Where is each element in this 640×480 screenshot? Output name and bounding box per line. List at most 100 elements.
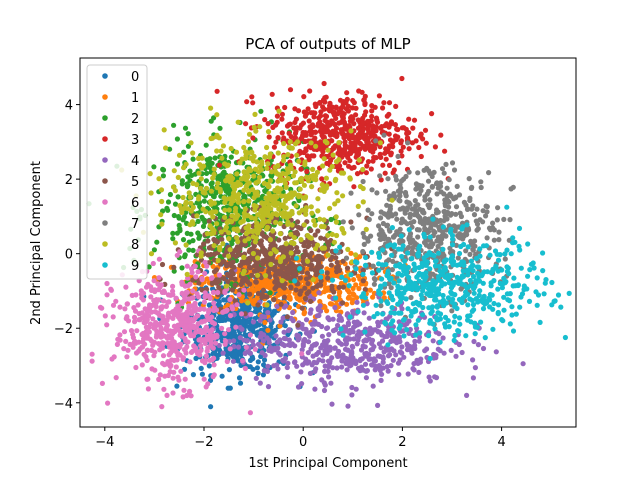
data-point	[159, 343, 165, 349]
data-point	[407, 233, 413, 239]
data-point	[369, 108, 375, 114]
data-point	[265, 121, 271, 127]
data-point	[474, 206, 480, 212]
data-point	[504, 247, 510, 253]
data-point	[198, 176, 204, 182]
data-point	[337, 97, 344, 103]
data-point	[275, 163, 281, 169]
data-point	[324, 270, 330, 276]
data-point	[369, 147, 375, 153]
data-point	[396, 160, 402, 166]
data-point	[540, 250, 546, 256]
data-point	[89, 358, 95, 364]
data-point	[184, 392, 190, 399]
data-point	[306, 118, 312, 124]
data-point	[170, 390, 176, 396]
data-point	[124, 301, 130, 307]
data-point	[241, 194, 247, 200]
data-point	[372, 104, 378, 110]
data-point	[275, 171, 281, 177]
data-point	[228, 201, 234, 207]
data-point	[261, 247, 267, 253]
data-point	[178, 368, 184, 374]
data-point	[184, 271, 190, 277]
data-point	[239, 176, 245, 182]
data-point	[333, 219, 339, 225]
data-point	[401, 333, 407, 339]
data-point	[255, 178, 261, 185]
data-point	[406, 330, 412, 336]
data-point	[207, 377, 214, 383]
data-point	[413, 186, 419, 192]
data-point	[234, 248, 240, 254]
data-point	[282, 104, 288, 111]
data-point	[356, 212, 362, 218]
data-point	[214, 148, 220, 154]
data-point	[241, 210, 247, 216]
data-point	[453, 353, 459, 359]
data-point	[470, 375, 476, 381]
data-point	[304, 270, 311, 276]
series-6-points	[89, 248, 305, 416]
data-point	[287, 139, 293, 145]
data-point	[379, 124, 385, 130]
data-point	[248, 155, 254, 161]
data-point	[308, 140, 314, 146]
data-point	[469, 297, 475, 303]
data-point	[396, 197, 402, 203]
data-point	[236, 292, 242, 298]
data-point	[211, 194, 217, 200]
data-point	[229, 350, 235, 356]
data-point	[360, 127, 366, 133]
data-point	[205, 345, 211, 351]
data-point	[377, 140, 383, 146]
data-point	[406, 200, 412, 206]
data-point	[322, 129, 328, 135]
data-point	[209, 280, 215, 286]
data-point	[301, 222, 307, 228]
data-point	[179, 280, 185, 286]
data-point	[323, 94, 329, 100]
data-point	[249, 149, 255, 156]
data-point	[267, 317, 273, 323]
data-point	[327, 205, 333, 211]
data-point	[249, 272, 255, 278]
data-point	[414, 227, 420, 233]
data-point	[185, 182, 191, 188]
data-point	[351, 184, 357, 190]
data-point	[160, 173, 166, 179]
data-point	[306, 331, 312, 337]
data-point	[277, 220, 283, 227]
data-point	[333, 295, 339, 301]
data-point	[378, 377, 384, 383]
data-point	[209, 275, 215, 281]
data-point	[203, 353, 209, 359]
data-point	[160, 360, 166, 366]
data-point	[330, 128, 336, 134]
data-point	[246, 264, 253, 270]
data-point	[287, 350, 293, 356]
series-3-points	[214, 75, 451, 199]
data-point	[229, 287, 236, 293]
data-point	[444, 211, 451, 217]
data-point	[295, 322, 301, 328]
data-point	[388, 285, 394, 291]
data-point	[309, 210, 315, 216]
data-point	[366, 216, 372, 223]
data-point	[388, 121, 394, 127]
data-point	[404, 221, 410, 227]
data-point	[325, 275, 331, 281]
data-point	[471, 290, 477, 296]
data-point	[201, 198, 207, 204]
data-point	[386, 236, 392, 242]
data-point	[326, 374, 332, 380]
data-point	[393, 103, 399, 109]
data-point	[266, 347, 272, 353]
data-point	[451, 196, 457, 202]
data-point	[364, 236, 371, 242]
data-point	[362, 361, 369, 367]
data-point	[316, 282, 322, 288]
data-point	[360, 120, 366, 126]
data-point	[456, 250, 463, 257]
data-point	[163, 303, 169, 309]
